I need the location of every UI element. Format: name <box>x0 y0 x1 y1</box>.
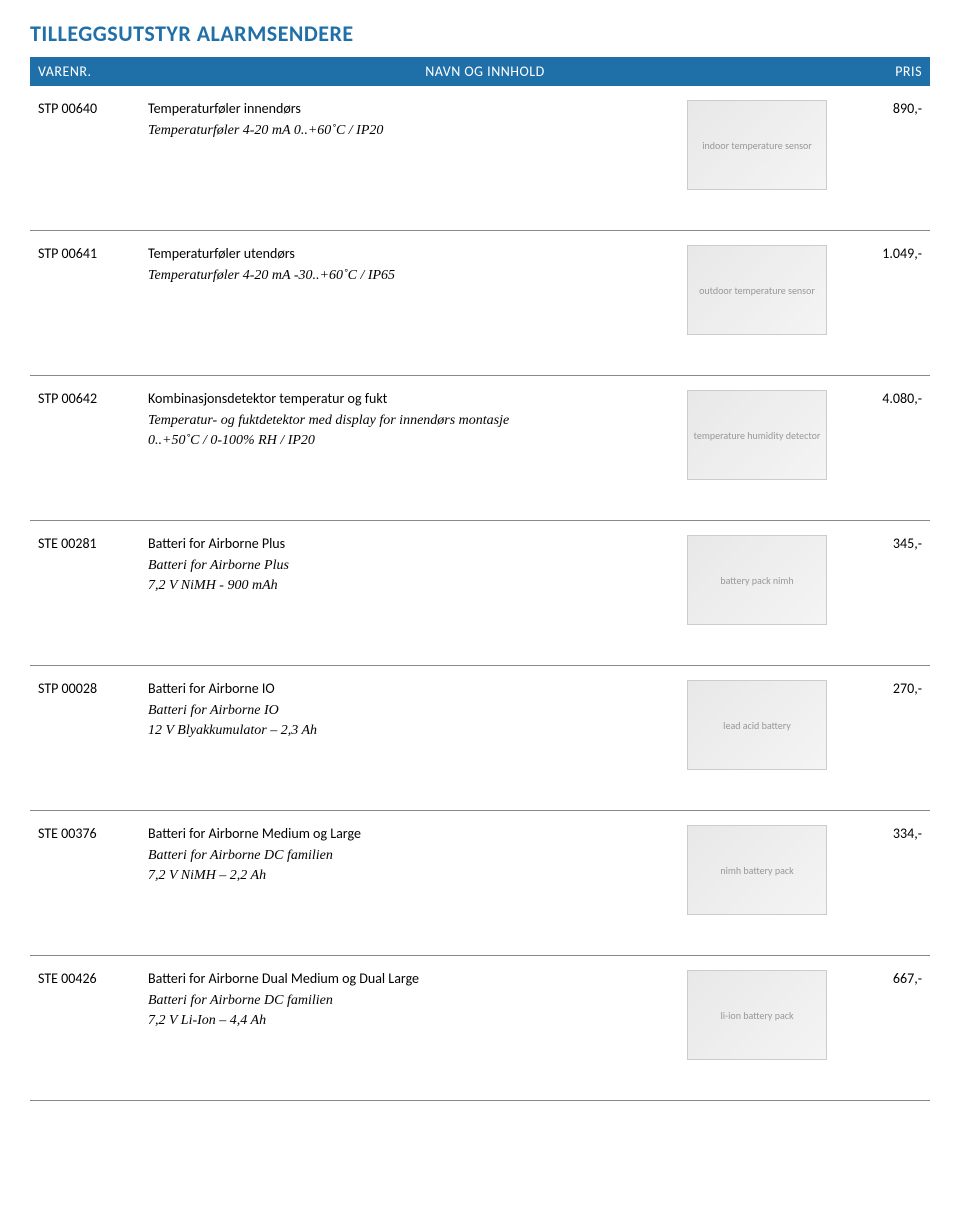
product-description: Temperaturføler 4-20 mA -30..+60˚C / IP6… <box>148 266 656 286</box>
product-price: 667,- <box>842 970 922 1060</box>
product-image: indoor temperature sensor <box>687 100 827 190</box>
table-row: STP 00641 Temperaturføler utendørs Tempe… <box>30 231 930 376</box>
header-price: PRIS <box>830 57 930 86</box>
product-name: Temperaturføler utendørs <box>148 245 656 262</box>
product-sku: STE 00426 <box>38 970 148 1060</box>
product-name: Batteri for Airborne Dual Medium og Dual… <box>148 970 656 987</box>
product-description: Temperaturføler 4-20 mA 0..+60˚C / IP20 <box>148 121 656 141</box>
product-description: Batteri for Airborne DC familien 7,2 V N… <box>148 846 656 885</box>
product-sku: STE 00376 <box>38 825 148 915</box>
product-image: outdoor temperature sensor <box>687 245 827 335</box>
table-row: STP 00642 Kombinasjonsdetektor temperatu… <box>30 376 930 521</box>
table-row: STP 00028 Batteri for Airborne IO Batter… <box>30 666 930 811</box>
product-name: Batteri for Airborne Plus <box>148 535 656 552</box>
table-row: STE 00281 Batteri for Airborne Plus Batt… <box>30 521 930 666</box>
table-row: STP 00640 Temperaturføler innendørs Temp… <box>30 86 930 231</box>
product-description: Temperatur- og fuktdetektor med display … <box>148 411 656 450</box>
product-image: li-ion battery pack <box>687 970 827 1060</box>
product-description: Batteri for Airborne Plus 7,2 V NiMH - 9… <box>148 556 656 595</box>
product-name: Batteri for Airborne IO <box>148 680 656 697</box>
product-sku: STE 00281 <box>38 535 148 625</box>
product-description: Batteri for Airborne DC familien 7,2 V L… <box>148 991 656 1030</box>
product-image: lead acid battery <box>687 680 827 770</box>
product-image: temperature humidity detector <box>687 390 827 480</box>
product-sku: STP 00640 <box>38 100 148 190</box>
product-price: 1.049,- <box>842 245 922 335</box>
page-title: TILLEGGSUTSTYR ALARMSENDERE <box>30 20 930 47</box>
product-image: nimh battery pack <box>687 825 827 915</box>
table-row: STE 00376 Batteri for Airborne Medium og… <box>30 811 930 956</box>
product-image: battery pack nimh <box>687 535 827 625</box>
header-sku: VARENR. <box>30 57 140 86</box>
product-name: Kombinasjonsdetektor temperatur og fukt <box>148 390 656 407</box>
product-price: 4.080,- <box>842 390 922 480</box>
product-description: Batteri for Airborne IO 12 V Blyakkumula… <box>148 701 656 740</box>
product-sku: STP 00028 <box>38 680 148 770</box>
product-price: 334,- <box>842 825 922 915</box>
product-price: 890,- <box>842 100 922 190</box>
product-sku: STP 00641 <box>38 245 148 335</box>
product-name: Temperaturføler innendørs <box>148 100 656 117</box>
product-price: 345,- <box>842 535 922 625</box>
table-row: STE 00426 Batteri for Airborne Dual Medi… <box>30 956 930 1101</box>
product-sku: STP 00642 <box>38 390 148 480</box>
product-price: 270,- <box>842 680 922 770</box>
header-name: NAVN OG INNHOLD <box>140 57 830 86</box>
product-name: Batteri for Airborne Medium og Large <box>148 825 656 842</box>
table-header: VARENR. NAVN OG INNHOLD PRIS <box>30 57 930 86</box>
